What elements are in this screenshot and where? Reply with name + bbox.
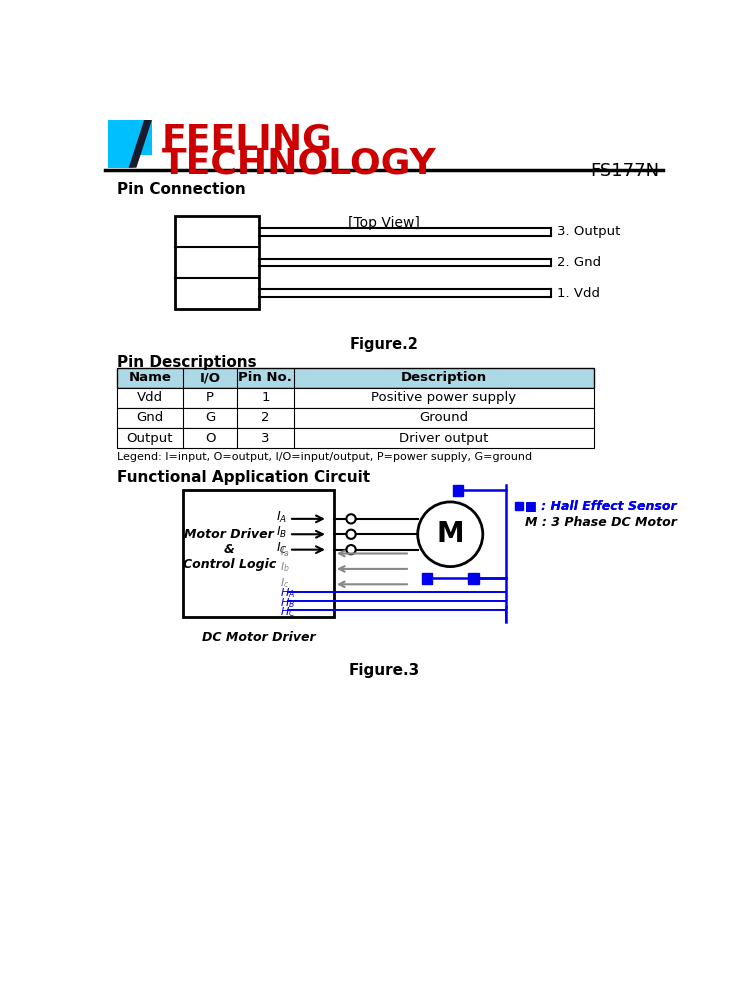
Bar <box>117 388 594 408</box>
Text: $H_A$: $H_A$ <box>280 587 295 600</box>
Text: [Top View]: [Top View] <box>349 216 420 230</box>
Text: M : 3 Phase DC Motor: M : 3 Phase DC Motor <box>526 516 677 529</box>
Circle shape <box>346 514 355 523</box>
Bar <box>468 573 479 584</box>
Circle shape <box>418 502 483 567</box>
Text: $H_B$: $H_B$ <box>280 596 295 610</box>
Text: Figure.2: Figure.2 <box>350 337 418 352</box>
Text: Output: Output <box>127 432 173 445</box>
Text: FEELING: FEELING <box>162 122 333 156</box>
Text: P: P <box>206 391 214 404</box>
Bar <box>452 485 464 496</box>
Circle shape <box>346 530 355 539</box>
Text: M: M <box>436 520 464 548</box>
Text: ■ : Hall Effect Sensor: ■ : Hall Effect Sensor <box>526 499 677 512</box>
Text: 2: 2 <box>261 411 270 424</box>
Text: 1. Vdd: 1. Vdd <box>557 287 600 300</box>
Text: Description: Description <box>400 371 487 384</box>
Text: Motor Driver
&
Control Logic: Motor Driver & Control Logic <box>183 528 276 571</box>
Text: Ground: Ground <box>419 411 468 424</box>
Text: Figure.3: Figure.3 <box>349 663 420 678</box>
Text: 2. Gnd: 2. Gnd <box>557 256 602 269</box>
Text: 3. Output: 3. Output <box>557 225 620 238</box>
Text: Pin Descriptions: Pin Descriptions <box>117 355 256 370</box>
Text: G: G <box>205 411 215 424</box>
Text: 3: 3 <box>261 432 270 445</box>
Text: TECHNOLOGY: TECHNOLOGY <box>162 147 436 181</box>
Text: Pin Connection: Pin Connection <box>117 182 246 197</box>
Text: $I_c$: $I_c$ <box>280 576 290 590</box>
Text: O: O <box>205 432 215 445</box>
Bar <box>422 573 433 584</box>
Bar <box>117 368 594 388</box>
Polygon shape <box>129 120 152 168</box>
Text: $H_C$: $H_C$ <box>280 605 296 619</box>
Text: Legend: I=input, O=output, I/O=input/output, P=power supply, G=ground: Legend: I=input, O=output, I/O=input/out… <box>117 452 532 462</box>
Text: DC Motor Driver: DC Motor Driver <box>202 631 315 644</box>
Bar <box>175 216 259 309</box>
Text: Positive power supply: Positive power supply <box>371 391 516 404</box>
Text: Driver output: Driver output <box>399 432 488 445</box>
Bar <box>117 428 594 448</box>
Text: $I_C$: $I_C$ <box>276 541 288 556</box>
Text: 1: 1 <box>261 391 270 404</box>
Text: $I_A$: $I_A$ <box>276 510 287 525</box>
Bar <box>514 502 523 510</box>
Text: FS177N: FS177N <box>590 162 659 180</box>
Text: Gnd: Gnd <box>136 411 164 424</box>
Circle shape <box>346 545 355 554</box>
Text: Functional Application Circuit: Functional Application Circuit <box>117 470 370 485</box>
Bar <box>117 408 594 428</box>
Text: Vdd: Vdd <box>136 391 163 404</box>
Text: I/O: I/O <box>200 371 220 384</box>
Text: Name: Name <box>128 371 171 384</box>
Text: $I_B$: $I_B$ <box>276 525 287 540</box>
Bar <box>183 490 334 617</box>
Text: $I_b$: $I_b$ <box>280 560 290 574</box>
Text: ■ : Hall Effect Sensor: ■ : Hall Effect Sensor <box>526 499 677 512</box>
Text: $I_a$: $I_a$ <box>280 545 290 559</box>
Polygon shape <box>108 120 152 168</box>
Text: Pin No.: Pin No. <box>238 371 292 384</box>
